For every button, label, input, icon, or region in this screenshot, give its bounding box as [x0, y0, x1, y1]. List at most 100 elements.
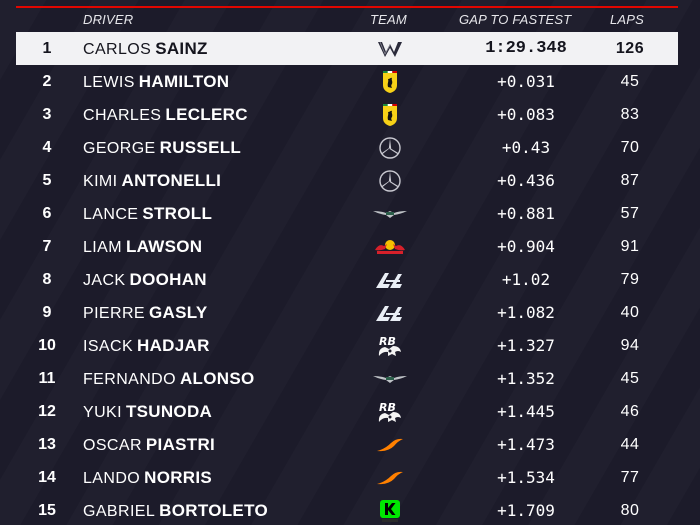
table-row: 1 CARLOS SAINZ 1:29.348 126	[16, 32, 678, 65]
header-team: TEAM	[370, 12, 407, 27]
lap-count: 80	[620, 502, 640, 519]
sauber-logo-icon	[371, 497, 409, 524]
driver-name: LANDO NORRIS	[83, 461, 212, 494]
driver-last-name: LAWSON	[125, 237, 203, 256]
driver-last-name: TSUNODA	[125, 402, 213, 421]
aston-martin-logo-icon	[371, 200, 409, 227]
driver-name: LIAM LAWSON	[83, 230, 202, 263]
driver-first-name: GEORGE	[83, 140, 156, 157]
driver-last-name: DOOHAN	[129, 270, 207, 289]
lap-count: 45	[620, 370, 640, 387]
position-number: 15	[38, 502, 56, 519]
table-header: DRIVER TEAM GAP TO FASTEST LAPS	[0, 0, 700, 30]
position-number: 9	[42, 304, 52, 321]
lap-count: 91	[620, 238, 640, 255]
driver-last-name: HADJAR	[137, 336, 210, 355]
lap-count: 79	[620, 271, 640, 288]
gap-to-fastest: +1.02	[501, 270, 551, 289]
position-number: 14	[38, 469, 56, 486]
svg-text:RB: RB	[379, 401, 396, 414]
gap-to-fastest: +1.327	[497, 336, 555, 355]
position-number: 5	[42, 172, 52, 189]
mclaren-logo-icon	[371, 431, 409, 458]
gap-to-fastest: +0.031	[497, 72, 555, 91]
position-number: 6	[42, 205, 52, 222]
driver-first-name: LIAM	[83, 239, 122, 256]
driver-name: PIERRE GASLY	[83, 296, 208, 329]
position-number: 7	[42, 238, 52, 255]
gap-to-fastest: +1.352	[497, 369, 555, 388]
driver-first-name: LEWIS	[83, 74, 135, 91]
gap-to-fastest: +1.709	[497, 501, 555, 520]
alpine-logo-icon	[371, 299, 409, 326]
gap-to-fastest: +0.436	[497, 171, 555, 190]
header-driver: DRIVER	[83, 12, 134, 27]
table-row: 10 ISACK HADJAR RB +1.327 94	[16, 329, 678, 362]
table-row: 7 LIAM LAWSON +0.904 91	[16, 230, 678, 263]
driver-first-name: CHARLES	[83, 107, 162, 124]
table-row: 3 CHARLES LECLERC +0.083 83	[16, 98, 678, 131]
gap-to-fastest: +1.445	[497, 402, 555, 421]
driver-first-name: YUKI	[83, 404, 122, 421]
table-row: 11 FERNANDO ALONSO +1.352 45	[16, 362, 678, 395]
table-row: 4 GEORGE RUSSELL +0.43 70	[16, 131, 678, 164]
driver-last-name: HAMILTON	[138, 72, 230, 91]
driver-first-name: GABRIEL	[83, 503, 156, 520]
table-row: 15 GABRIEL BORTOLETO +1.709 80	[16, 494, 678, 525]
driver-name: CARLOS SAINZ	[83, 32, 208, 65]
driver-first-name: JACK	[83, 272, 126, 289]
driver-first-name: FERNANDO	[83, 371, 176, 388]
driver-name: OSCAR PIASTRI	[83, 428, 215, 461]
driver-name: GEORGE RUSSELL	[83, 131, 241, 164]
lap-count: 77	[620, 469, 640, 486]
header-laps: LAPS	[610, 12, 645, 27]
driver-last-name: NORRIS	[144, 468, 213, 487]
gap-to-fastest: +0.904	[497, 237, 555, 256]
table-row: 5 KIMI ANTONELLI +0.436 87	[16, 164, 678, 197]
driver-first-name: CARLOS	[83, 41, 152, 58]
position-number: 13	[38, 436, 56, 453]
lap-count: 83	[620, 106, 640, 123]
alpine-logo-icon	[371, 266, 409, 293]
gap-to-fastest: +1.473	[497, 435, 555, 454]
racing-bulls-logo-icon: RB	[371, 332, 409, 359]
svg-text:RB: RB	[379, 335, 396, 348]
driver-name: ISACK HADJAR	[83, 329, 210, 362]
header-accent-line	[16, 6, 678, 8]
racing-bulls-logo-icon: RB	[371, 398, 409, 425]
table-row: 12 YUKI TSUNODA RB +1.445 46	[16, 395, 678, 428]
lap-count: 40	[620, 304, 640, 321]
ferrari-logo-icon	[371, 68, 409, 95]
williams-logo-icon	[371, 35, 409, 62]
table-row: 14 LANDO NORRIS +1.534 77	[16, 461, 678, 494]
position-number: 11	[38, 370, 56, 387]
driver-name: LEWIS HAMILTON	[83, 65, 229, 98]
position-number: 12	[38, 403, 56, 420]
ferrari-logo-icon	[371, 101, 409, 128]
mercedes-logo-icon	[371, 167, 409, 194]
mercedes-logo-icon	[371, 134, 409, 161]
lap-count: 94	[620, 337, 640, 354]
lap-count: 46	[620, 403, 640, 420]
position-number: 3	[42, 106, 52, 123]
driver-last-name: ANTONELLI	[121, 171, 222, 190]
driver-first-name: PIERRE	[83, 305, 145, 322]
table-row: 9 PIERRE GASLY +1.082 40	[16, 296, 678, 329]
table-row: 13 OSCAR PIASTRI +1.473 44	[16, 428, 678, 461]
driver-last-name: LECLERC	[165, 105, 248, 124]
driver-last-name: STROLL	[142, 204, 213, 223]
driver-name: FERNANDO ALONSO	[83, 362, 255, 395]
driver-name: LANCE STROLL	[83, 197, 212, 230]
driver-last-name: SAINZ	[155, 39, 208, 58]
gap-to-fastest: +1.534	[497, 468, 555, 487]
driver-first-name: OSCAR	[83, 437, 142, 454]
position-number: 2	[42, 73, 52, 90]
red-bull-logo-icon	[371, 233, 409, 260]
position-number: 1	[42, 40, 52, 57]
driver-name: JACK DOOHAN	[83, 263, 207, 296]
gap-to-fastest: +0.881	[497, 204, 555, 223]
lap-count: 70	[620, 139, 640, 156]
lap-count: 44	[620, 436, 640, 453]
driver-last-name: GASLY	[148, 303, 208, 322]
